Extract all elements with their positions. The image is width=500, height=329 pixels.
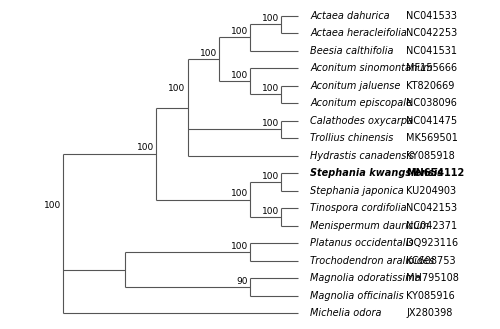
Text: NC041531: NC041531 (406, 46, 457, 56)
Text: 100: 100 (262, 172, 280, 181)
Text: Aconitum sinomontanum: Aconitum sinomontanum (310, 63, 433, 73)
Text: 100: 100 (44, 201, 60, 210)
Text: 100: 100 (262, 14, 280, 23)
Text: Trochodendron aralioides: Trochodendron aralioides (310, 256, 434, 266)
Text: 100: 100 (262, 119, 280, 128)
Text: 100: 100 (231, 242, 248, 251)
Text: 100: 100 (262, 84, 280, 93)
Text: JX280398: JX280398 (406, 309, 452, 318)
Text: 100: 100 (200, 49, 217, 58)
Text: 100: 100 (137, 143, 154, 152)
Text: NC041533: NC041533 (406, 11, 457, 20)
Text: Stephania japonica: Stephania japonica (310, 186, 404, 196)
Text: Magnolia officinalis: Magnolia officinalis (310, 291, 404, 301)
Text: DQ923116: DQ923116 (406, 238, 458, 248)
Text: 100: 100 (231, 71, 248, 80)
Text: Aconitum episcopale: Aconitum episcopale (310, 98, 412, 108)
Text: 100: 100 (262, 207, 280, 216)
Text: NC042153: NC042153 (406, 203, 458, 213)
Text: Trollius chinensis: Trollius chinensis (310, 133, 394, 143)
Text: Hydrastis canadensis: Hydrastis canadensis (310, 151, 414, 161)
Text: Calathodes oxycarpa: Calathodes oxycarpa (310, 116, 413, 126)
Text: Tinospora cordifolia: Tinospora cordifolia (310, 203, 406, 213)
Text: MF155666: MF155666 (406, 63, 458, 73)
Text: Magnolia odoratissima: Magnolia odoratissima (310, 273, 421, 283)
Text: Platanus occidentalis: Platanus occidentalis (310, 238, 414, 248)
Text: Actaea dahurica: Actaea dahurica (310, 11, 390, 20)
Text: NC042371: NC042371 (406, 221, 458, 231)
Text: NC038096: NC038096 (406, 98, 457, 108)
Text: Beesia calthifolia: Beesia calthifolia (310, 46, 394, 56)
Text: KY085916: KY085916 (406, 291, 455, 301)
Text: 100: 100 (231, 189, 248, 198)
Text: 100: 100 (231, 27, 248, 36)
Text: Actaea heracleifolia: Actaea heracleifolia (310, 28, 407, 38)
Text: KU204903: KU204903 (406, 186, 456, 196)
Text: 100: 100 (168, 84, 186, 93)
Text: NC042253: NC042253 (406, 28, 458, 38)
Text: MN654112: MN654112 (406, 168, 464, 178)
Text: NC041475: NC041475 (406, 116, 458, 126)
Text: MH795108: MH795108 (406, 273, 459, 283)
Text: KC608753: KC608753 (406, 256, 456, 266)
Text: KY085918: KY085918 (406, 151, 455, 161)
Text: Michelia odora: Michelia odora (310, 309, 382, 318)
Text: KT820669: KT820669 (406, 81, 454, 91)
Text: 90: 90 (236, 277, 248, 286)
Text: MK569501: MK569501 (406, 133, 458, 143)
Text: Aconitum jaluense: Aconitum jaluense (310, 81, 400, 91)
Text: Menispermum dauricum: Menispermum dauricum (310, 221, 429, 231)
Text: Stephania kwangsiensis: Stephania kwangsiensis (310, 168, 443, 178)
